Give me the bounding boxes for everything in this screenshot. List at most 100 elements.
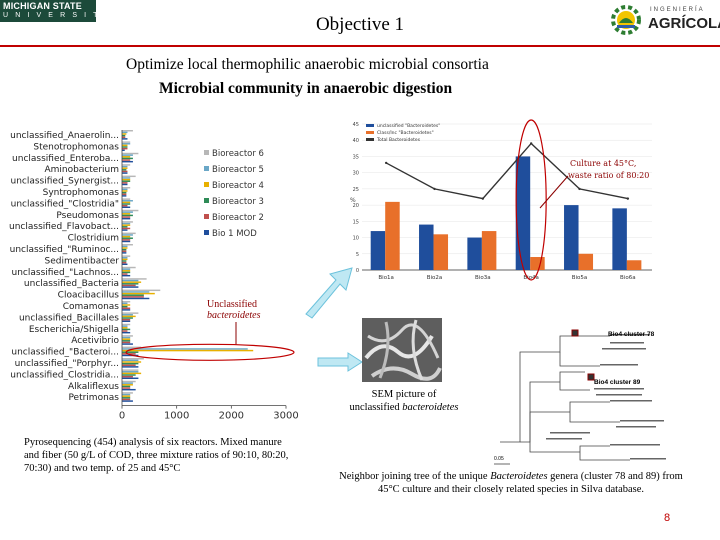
legend-swatch bbox=[366, 131, 374, 134]
category-label: unclassified_Enteroba... bbox=[12, 154, 119, 164]
cluster78-label: Bio4 cluster 78 bbox=[608, 331, 655, 338]
category-label: unclassified_"Ruminoc... bbox=[10, 245, 119, 255]
bar bbox=[122, 224, 131, 226]
y-tick-label: 30 bbox=[353, 171, 359, 177]
bar bbox=[122, 354, 139, 357]
legend-label: Bioreactor 3 bbox=[212, 197, 264, 207]
bar bbox=[122, 250, 127, 252]
bar bbox=[122, 204, 128, 207]
bar bbox=[122, 209, 139, 212]
bar bbox=[122, 195, 127, 197]
x-tick-label: 3000 bbox=[273, 411, 298, 422]
gear-icon bbox=[611, 5, 641, 35]
bar bbox=[122, 222, 131, 225]
bar bbox=[122, 206, 131, 209]
legend-swatch bbox=[204, 166, 209, 171]
bar bbox=[122, 362, 139, 365]
bar bbox=[122, 331, 131, 334]
bar bbox=[122, 398, 131, 401]
bar bbox=[122, 193, 127, 195]
category-label: unclassified_Flavobact... bbox=[9, 222, 119, 232]
subtitle-community: Microbial community in anaerobic digesti… bbox=[159, 80, 453, 97]
bar bbox=[578, 253, 594, 270]
bar bbox=[122, 165, 128, 168]
category-label: unclassified_"Clostridia" bbox=[11, 199, 119, 209]
total-line bbox=[385, 142, 628, 200]
bar bbox=[122, 170, 128, 173]
x-tick-label: Bio4a bbox=[523, 275, 539, 281]
legend-swatch bbox=[204, 230, 209, 235]
category-label: unclassified_"Porphyr... bbox=[15, 359, 119, 369]
bar bbox=[122, 203, 131, 205]
bar bbox=[467, 237, 482, 270]
bar bbox=[122, 167, 128, 169]
bar bbox=[122, 245, 128, 248]
bar bbox=[122, 154, 133, 156]
bar bbox=[433, 234, 449, 270]
legend-swatch bbox=[366, 138, 374, 141]
bar bbox=[122, 318, 131, 321]
bar bbox=[419, 224, 434, 270]
y-tick-label: 35 bbox=[353, 154, 359, 160]
bar bbox=[122, 284, 136, 287]
logo-small-text: INGENIERÍA bbox=[650, 7, 705, 13]
y-tick-label: 20 bbox=[353, 203, 359, 209]
legend-label: Bioreactor 2 bbox=[212, 213, 264, 223]
bar bbox=[122, 217, 131, 220]
university-word: U N I V E R S I T Y bbox=[3, 12, 112, 19]
bar bbox=[122, 393, 131, 396]
y-tick-label: 25 bbox=[353, 187, 359, 193]
bar bbox=[122, 183, 128, 186]
bar bbox=[122, 341, 131, 344]
bar bbox=[122, 296, 144, 298]
y-tick-label: 0 bbox=[356, 268, 359, 274]
sem-caption-prefix: unclassified bbox=[349, 402, 403, 413]
bar bbox=[122, 335, 133, 337]
bar bbox=[122, 263, 128, 266]
bar bbox=[122, 248, 127, 251]
right-caption: Neighbor joining tree of the unique Bact… bbox=[331, 470, 691, 496]
legend-label: Bioreactor 6 bbox=[212, 149, 264, 159]
category-label: Aminobacterium bbox=[44, 165, 119, 175]
bar bbox=[122, 216, 131, 218]
bar bbox=[122, 252, 127, 254]
y-tick-label: 10 bbox=[353, 236, 359, 242]
bar bbox=[122, 301, 131, 303]
legend-swatch bbox=[204, 150, 209, 155]
bar bbox=[122, 340, 131, 342]
bar bbox=[122, 307, 131, 309]
bar bbox=[122, 291, 150, 293]
bar bbox=[122, 380, 136, 383]
line-point bbox=[481, 197, 485, 200]
legend-label: Bioreactor 4 bbox=[212, 181, 264, 191]
bar bbox=[122, 330, 128, 332]
phylogenetic-tree: Bio4 cluster 78 Bio4 cluster 89 0.05 bbox=[494, 329, 666, 465]
sem-micrograph bbox=[362, 318, 442, 382]
bar bbox=[122, 317, 133, 319]
category-label: Stenotrophomonas bbox=[33, 142, 119, 152]
bar bbox=[122, 338, 131, 340]
arrow-up-right-icon bbox=[305, 267, 353, 319]
bar bbox=[122, 323, 131, 326]
bar bbox=[122, 144, 128, 147]
x-tick-label: 1000 bbox=[164, 411, 189, 422]
x-tick-label: Bio3a bbox=[475, 275, 491, 281]
right-caption-post: genera (cluster 78 and 89) from 45°C cul… bbox=[377, 471, 683, 495]
bar bbox=[122, 359, 139, 362]
bar bbox=[122, 312, 139, 314]
bar bbox=[122, 227, 131, 230]
bar bbox=[122, 279, 139, 282]
bar bbox=[122, 305, 128, 308]
bar bbox=[122, 314, 133, 316]
bar bbox=[122, 289, 161, 292]
agricola-logo: INGENIERÍA AGRÍCOLA bbox=[606, 1, 720, 39]
annotation-pointer bbox=[539, 175, 569, 209]
bar bbox=[122, 325, 128, 327]
bar bbox=[370, 231, 386, 270]
bar bbox=[122, 392, 133, 394]
bar bbox=[122, 175, 136, 178]
bar bbox=[122, 237, 133, 239]
title-rule bbox=[0, 45, 720, 47]
annotation-line1: Culture at 45°C, bbox=[570, 159, 636, 168]
highlight-ellipse bbox=[515, 119, 547, 281]
